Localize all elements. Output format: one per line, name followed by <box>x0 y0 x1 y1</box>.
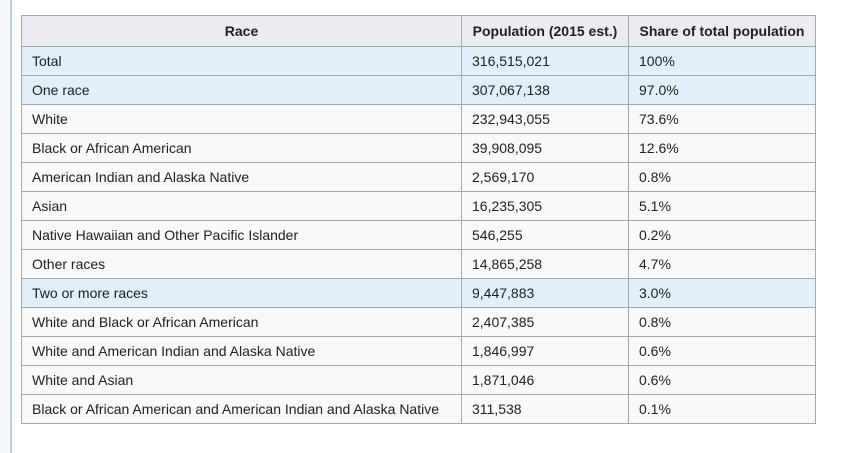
race-cell: White and American Indian and Alaska Nat… <box>21 336 462 366</box>
race-cell: Black or African American <box>21 133 462 163</box>
population-cell: 311,538 <box>461 394 629 424</box>
population-cell: 307,067,138 <box>461 75 629 105</box>
share-cell: 97.0% <box>628 75 816 105</box>
table-row: White and Black or African American 2,407… <box>21 307 816 337</box>
population-cell: 546,255 <box>461 220 629 250</box>
population-cell: 316,515,021 <box>461 46 629 76</box>
table-row: Native Hawaiian and Other Pacific Island… <box>21 220 816 250</box>
table-row: Black or African American 39,908,095 12.6% <box>21 133 816 163</box>
share-cell: 0.6% <box>628 336 816 366</box>
table-header-row: Race Population (2015 est.) Share of tot… <box>21 15 816 47</box>
table-row: Asian 16,235,305 5.1% <box>21 191 816 221</box>
population-cell: 2,407,385 <box>461 307 629 337</box>
share-cell: 0.1% <box>628 394 816 424</box>
population-cell: 232,943,055 <box>461 104 629 134</box>
race-cell: White and Black or African American <box>21 307 462 337</box>
race-cell: Asian <box>21 191 462 221</box>
share-cell: 4.7% <box>628 249 816 279</box>
race-cell: Black or African American and American I… <box>21 394 462 424</box>
share-cell: 0.8% <box>628 162 816 192</box>
table-row: Total 316,515,021 100% <box>21 46 816 76</box>
table-row: Black or African American and American I… <box>21 394 816 424</box>
race-cell: Native Hawaiian and Other Pacific Island… <box>21 220 462 250</box>
share-cell: 5.1% <box>628 191 816 221</box>
share-cell: 3.0% <box>628 278 816 308</box>
race-cell: American Indian and Alaska Native <box>21 162 462 192</box>
content-left-border <box>10 0 12 453</box>
share-cell: 0.2% <box>628 220 816 250</box>
population-cell: 14,865,258 <box>461 249 629 279</box>
population-cell: 1,871,046 <box>461 365 629 395</box>
population-cell: 1,846,997 <box>461 336 629 366</box>
population-cell: 2,569,170 <box>461 162 629 192</box>
population-cell: 39,908,095 <box>461 133 629 163</box>
share-cell: 100% <box>628 46 816 76</box>
table-row: One race 307,067,138 97.0% <box>21 75 816 105</box>
race-cell: Two or more races <box>21 278 462 308</box>
table-row: Two or more races 9,447,883 3.0% <box>21 278 816 308</box>
race-cell: Total <box>21 46 462 76</box>
race-cell: One race <box>21 75 462 105</box>
race-table-body: Total 316,515,021 100% One race 307,067,138 9… <box>21 46 816 424</box>
share-cell: 12.6% <box>628 133 816 163</box>
race-cell: White and Asian <box>21 365 462 395</box>
table-row: White 232,943,055 73.6% <box>21 104 816 134</box>
column-header-race: Race <box>21 15 462 47</box>
column-header-share: Share of total population <box>628 15 816 47</box>
race-population-table: Race Population (2015 est.) Share of tot… <box>21 15 816 424</box>
table-row: Other races 14,865,258 4.7% <box>21 249 816 279</box>
table-row: White and American Indian and Alaska Nat… <box>21 336 816 366</box>
sidebar-rail <box>0 0 10 453</box>
share-cell: 73.6% <box>628 104 816 134</box>
share-cell: 0.8% <box>628 307 816 337</box>
column-header-population: Population (2015 est.) <box>461 15 629 47</box>
population-cell: 9,447,883 <box>461 278 629 308</box>
table-row: White and Asian 1,871,046 0.6% <box>21 365 816 395</box>
share-cell: 0.6% <box>628 365 816 395</box>
race-cell: Other races <box>21 249 462 279</box>
race-cell: White <box>21 104 462 134</box>
table-row: American Indian and Alaska Native 2,569,1… <box>21 162 816 192</box>
population-cell: 16,235,305 <box>461 191 629 221</box>
